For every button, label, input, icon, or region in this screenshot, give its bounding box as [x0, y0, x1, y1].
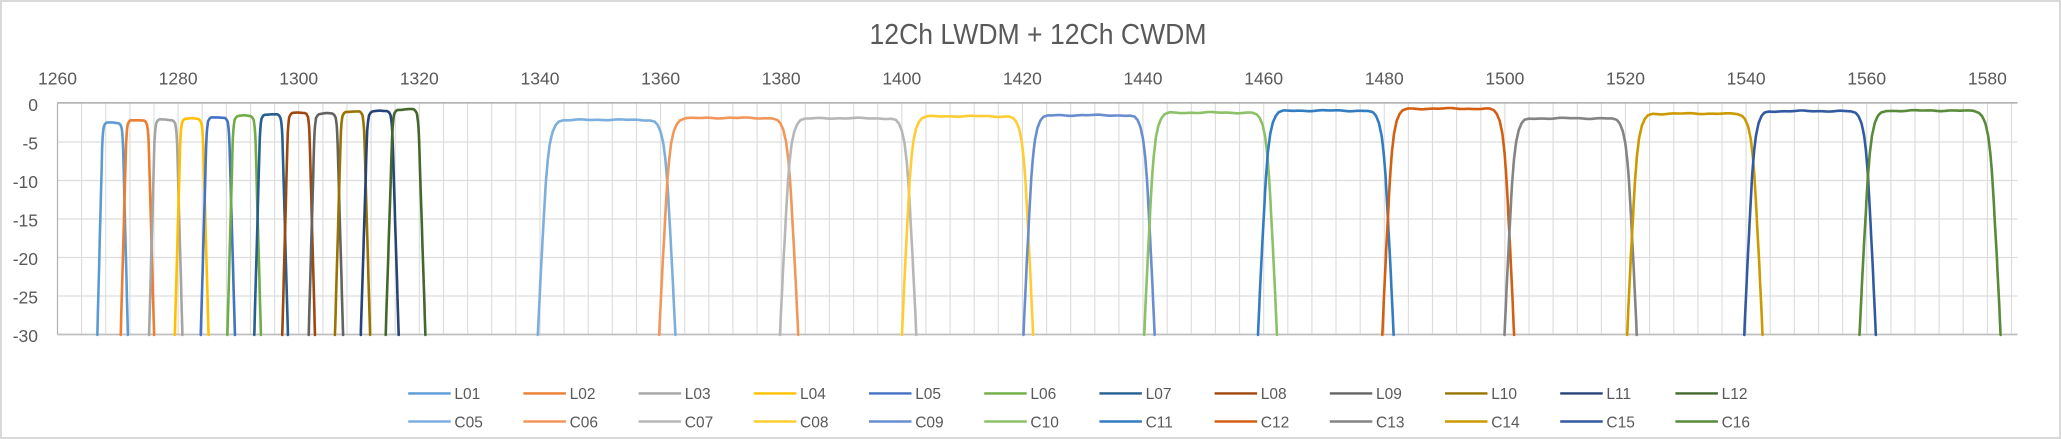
svg-text:C06: C06: [570, 414, 598, 431]
svg-text:L12: L12: [1722, 386, 1748, 403]
svg-text:1500: 1500: [1485, 69, 1524, 89]
svg-text:C07: C07: [685, 414, 713, 431]
svg-text:L07: L07: [1146, 386, 1172, 403]
svg-text:12Ch LWDM + 12Ch CWDM: 12Ch LWDM + 12Ch CWDM: [870, 19, 1207, 51]
svg-text:L03: L03: [685, 386, 711, 403]
svg-text:C08: C08: [800, 414, 828, 431]
svg-text:C14: C14: [1491, 414, 1520, 431]
svg-text:-25: -25: [13, 287, 38, 307]
svg-text:-10: -10: [13, 172, 39, 192]
svg-text:L09: L09: [1376, 386, 1402, 403]
svg-text:1580: 1580: [1968, 69, 2007, 89]
svg-text:L11: L11: [1606, 386, 1631, 403]
svg-text:1440: 1440: [1124, 69, 1163, 89]
svg-text:C11: C11: [1146, 414, 1173, 431]
svg-text:1420: 1420: [1003, 69, 1042, 89]
svg-text:L02: L02: [570, 386, 596, 403]
svg-text:C16: C16: [1722, 414, 1750, 431]
svg-text:C15: C15: [1606, 414, 1634, 431]
svg-text:0: 0: [28, 95, 38, 115]
svg-text:L05: L05: [915, 386, 941, 403]
svg-text:L08: L08: [1261, 386, 1287, 403]
svg-text:1400: 1400: [882, 69, 921, 89]
svg-text:1380: 1380: [762, 69, 801, 89]
svg-text:1340: 1340: [521, 69, 560, 89]
svg-text:-5: -5: [22, 133, 38, 153]
svg-text:1460: 1460: [1244, 69, 1283, 89]
svg-text:1560: 1560: [1847, 69, 1886, 89]
svg-text:1540: 1540: [1727, 69, 1766, 89]
svg-text:L10: L10: [1491, 386, 1517, 403]
svg-text:1480: 1480: [1365, 69, 1404, 89]
svg-text:1520: 1520: [1606, 69, 1645, 89]
svg-text:1300: 1300: [279, 69, 318, 89]
svg-text:L06: L06: [1030, 386, 1056, 403]
svg-text:-20: -20: [13, 249, 39, 269]
svg-text:C13: C13: [1376, 414, 1404, 431]
svg-text:L01: L01: [454, 386, 480, 403]
svg-text:L04: L04: [800, 386, 826, 403]
svg-text:C10: C10: [1030, 414, 1059, 431]
svg-text:-30: -30: [13, 326, 39, 346]
svg-text:C09: C09: [915, 414, 943, 431]
svg-text:-15: -15: [13, 210, 38, 230]
svg-text:1260: 1260: [38, 69, 77, 89]
svg-text:C05: C05: [454, 414, 482, 431]
svg-text:1360: 1360: [641, 69, 680, 89]
svg-text:1280: 1280: [159, 69, 198, 89]
svg-text:1320: 1320: [400, 69, 439, 89]
svg-text:C12: C12: [1261, 414, 1289, 431]
